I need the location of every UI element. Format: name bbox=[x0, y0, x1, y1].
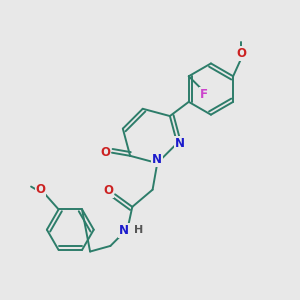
Text: O: O bbox=[103, 184, 113, 197]
Text: O: O bbox=[100, 146, 110, 159]
Text: O: O bbox=[35, 183, 46, 196]
Text: O: O bbox=[236, 47, 246, 60]
Text: N: N bbox=[175, 137, 185, 150]
Text: H: H bbox=[134, 225, 144, 235]
Text: F: F bbox=[200, 88, 208, 101]
Text: N: N bbox=[119, 224, 129, 237]
Text: N: N bbox=[152, 154, 162, 166]
